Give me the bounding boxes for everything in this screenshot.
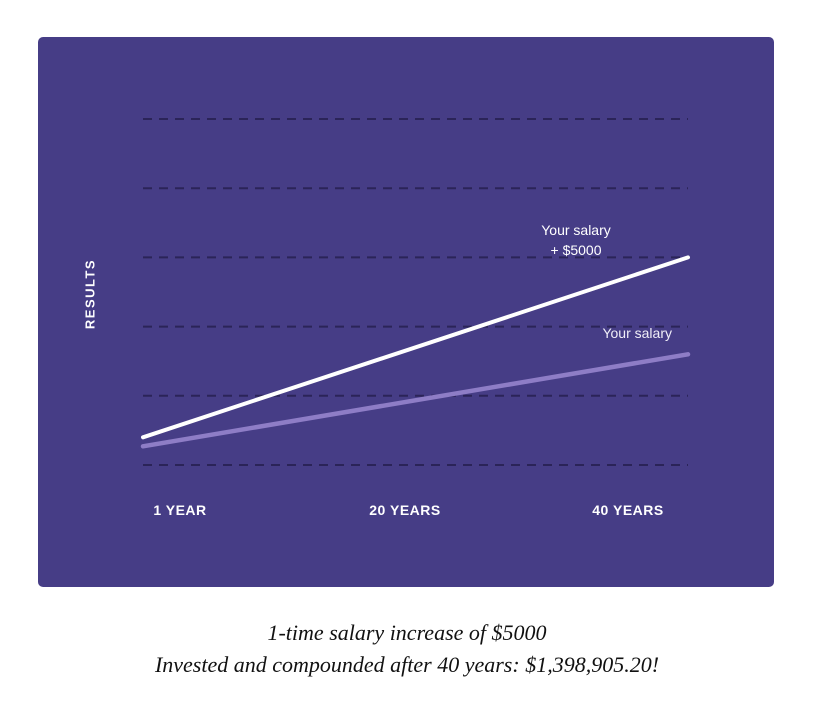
chart-caption: 1-time salary increase of $5000 Invested…: [0, 617, 814, 681]
x-tick-label-40-years: 40 YEARS: [592, 502, 664, 518]
chart-background: [38, 37, 774, 587]
series-line-salary: [140, 352, 691, 449]
x-tick-label-20-years: 20 YEARS: [369, 502, 441, 518]
caption-line-2: Invested and compounded after 40 years: …: [154, 652, 660, 677]
gridlines: [143, 118, 688, 466]
chart-panel: RESULTS 1 YEAR 20 YEARS 40 YEARS Your sa…: [38, 37, 774, 587]
series-lines: [140, 255, 691, 449]
chart-svg: [38, 37, 774, 587]
caption-line-1: 1-time salary increase of $5000: [267, 620, 547, 645]
series-line-salary-plus-5000: [141, 255, 690, 440]
series-label-salary: Your salary: [602, 325, 672, 341]
series-label-salary-plus-5000: Your salary + $5000: [541, 222, 611, 258]
x-tick-label-1-year: 1 YEAR: [153, 502, 207, 518]
y-axis-label: RESULTS: [82, 258, 98, 330]
